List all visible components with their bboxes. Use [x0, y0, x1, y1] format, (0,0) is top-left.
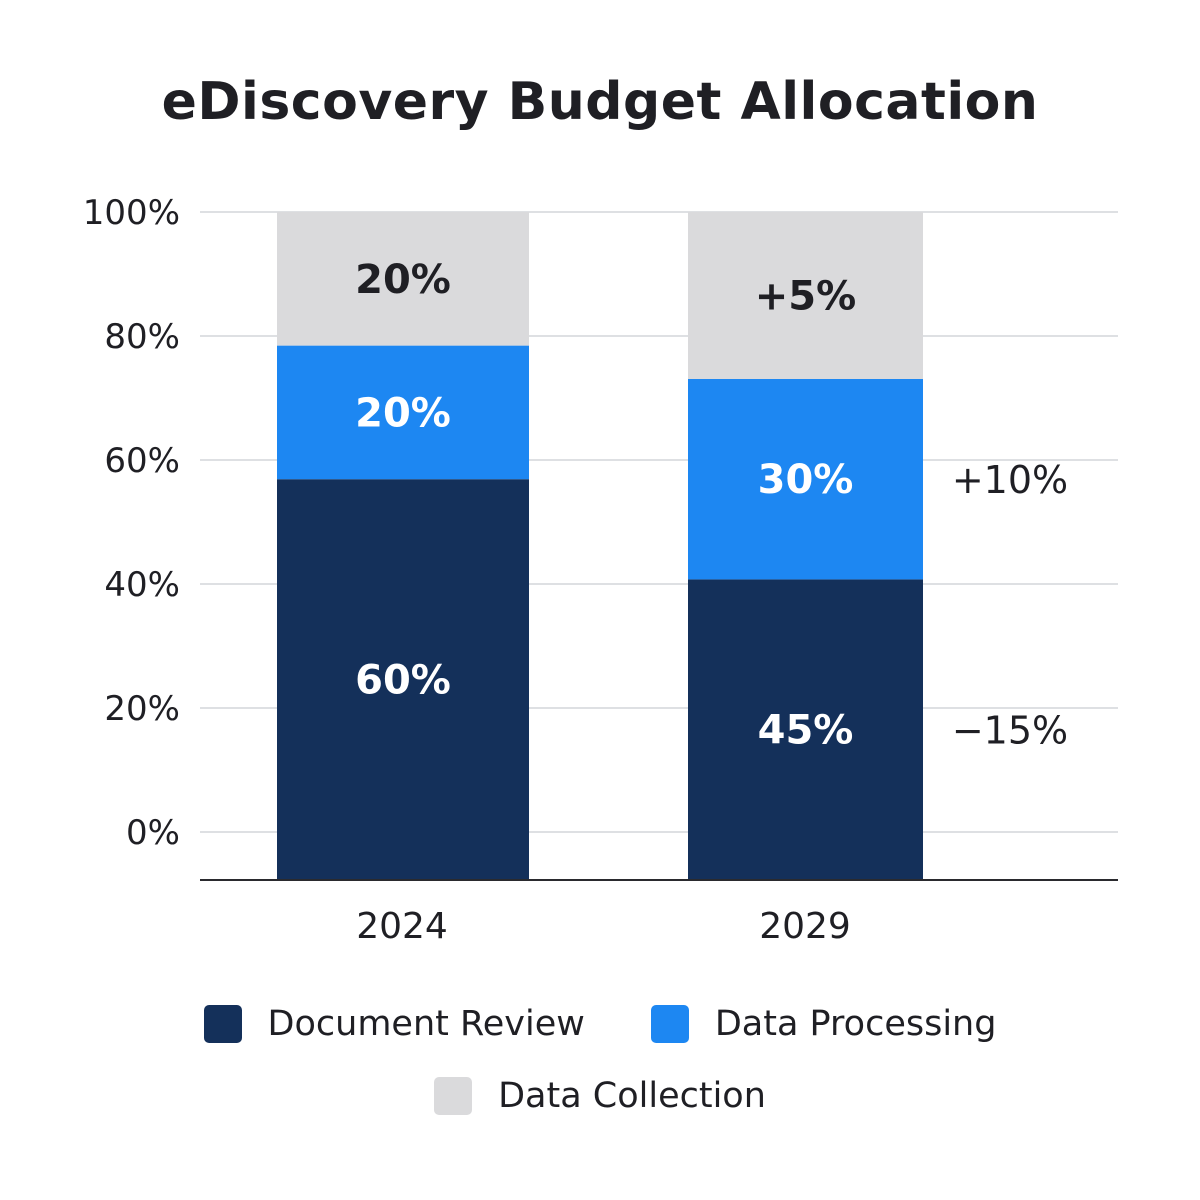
data-label: 30% — [758, 457, 854, 503]
legend-item-document-review[interactable]: Document Review — [203, 1004, 585, 1044]
bar-segment-document-review-2029 — [688, 579, 923, 880]
change-annotation: −15% — [952, 709, 1068, 753]
legend-swatch-document-review — [203, 1005, 242, 1043]
data-label: 60% — [355, 658, 451, 704]
bar-segment-data-collection-2029 — [688, 212, 923, 379]
legend-item-data-processing[interactable]: Data Processing — [650, 1004, 997, 1044]
bar-segment-document-review-2024 — [277, 479, 529, 880]
bar-segment-data-collection-2024 — [277, 212, 529, 346]
legend: Document Review Data Processing — [0, 1004, 1200, 1044]
y-tick-label: 0% — [126, 813, 180, 853]
legend-swatch-data-processing — [650, 1005, 689, 1043]
data-label: 20% — [355, 257, 451, 303]
y-tick-label: 60% — [104, 441, 180, 481]
y-tick-label: 100% — [83, 193, 180, 233]
data-label: 20% — [355, 390, 451, 436]
legend-label: Data Collection — [498, 1076, 766, 1116]
legend-label: Document Review — [267, 1004, 585, 1044]
y-tick-label: 80% — [104, 317, 180, 357]
y-tick-label: 40% — [104, 565, 180, 605]
legend-item-data-collection[interactable]: Data Collection — [434, 1076, 766, 1116]
legend-swatch-data-collection — [434, 1077, 473, 1115]
y-tick-label: 20% — [104, 689, 180, 729]
x-tick-label: 2024 — [356, 906, 448, 947]
data-label: 45% — [758, 708, 854, 754]
change-annotation: +10% — [952, 458, 1068, 502]
legend-row-2: Data Collection — [0, 1076, 1200, 1116]
chart-title: eDiscovery Budget Allocation — [161, 72, 1039, 132]
data-label: +5% — [755, 274, 856, 320]
x-tick-label: 2029 — [759, 906, 851, 947]
bar-segment-data-processing-2029 — [688, 379, 923, 580]
bar-segment-data-processing-2024 — [277, 345, 529, 480]
legend-label: Data Processing — [714, 1004, 997, 1044]
